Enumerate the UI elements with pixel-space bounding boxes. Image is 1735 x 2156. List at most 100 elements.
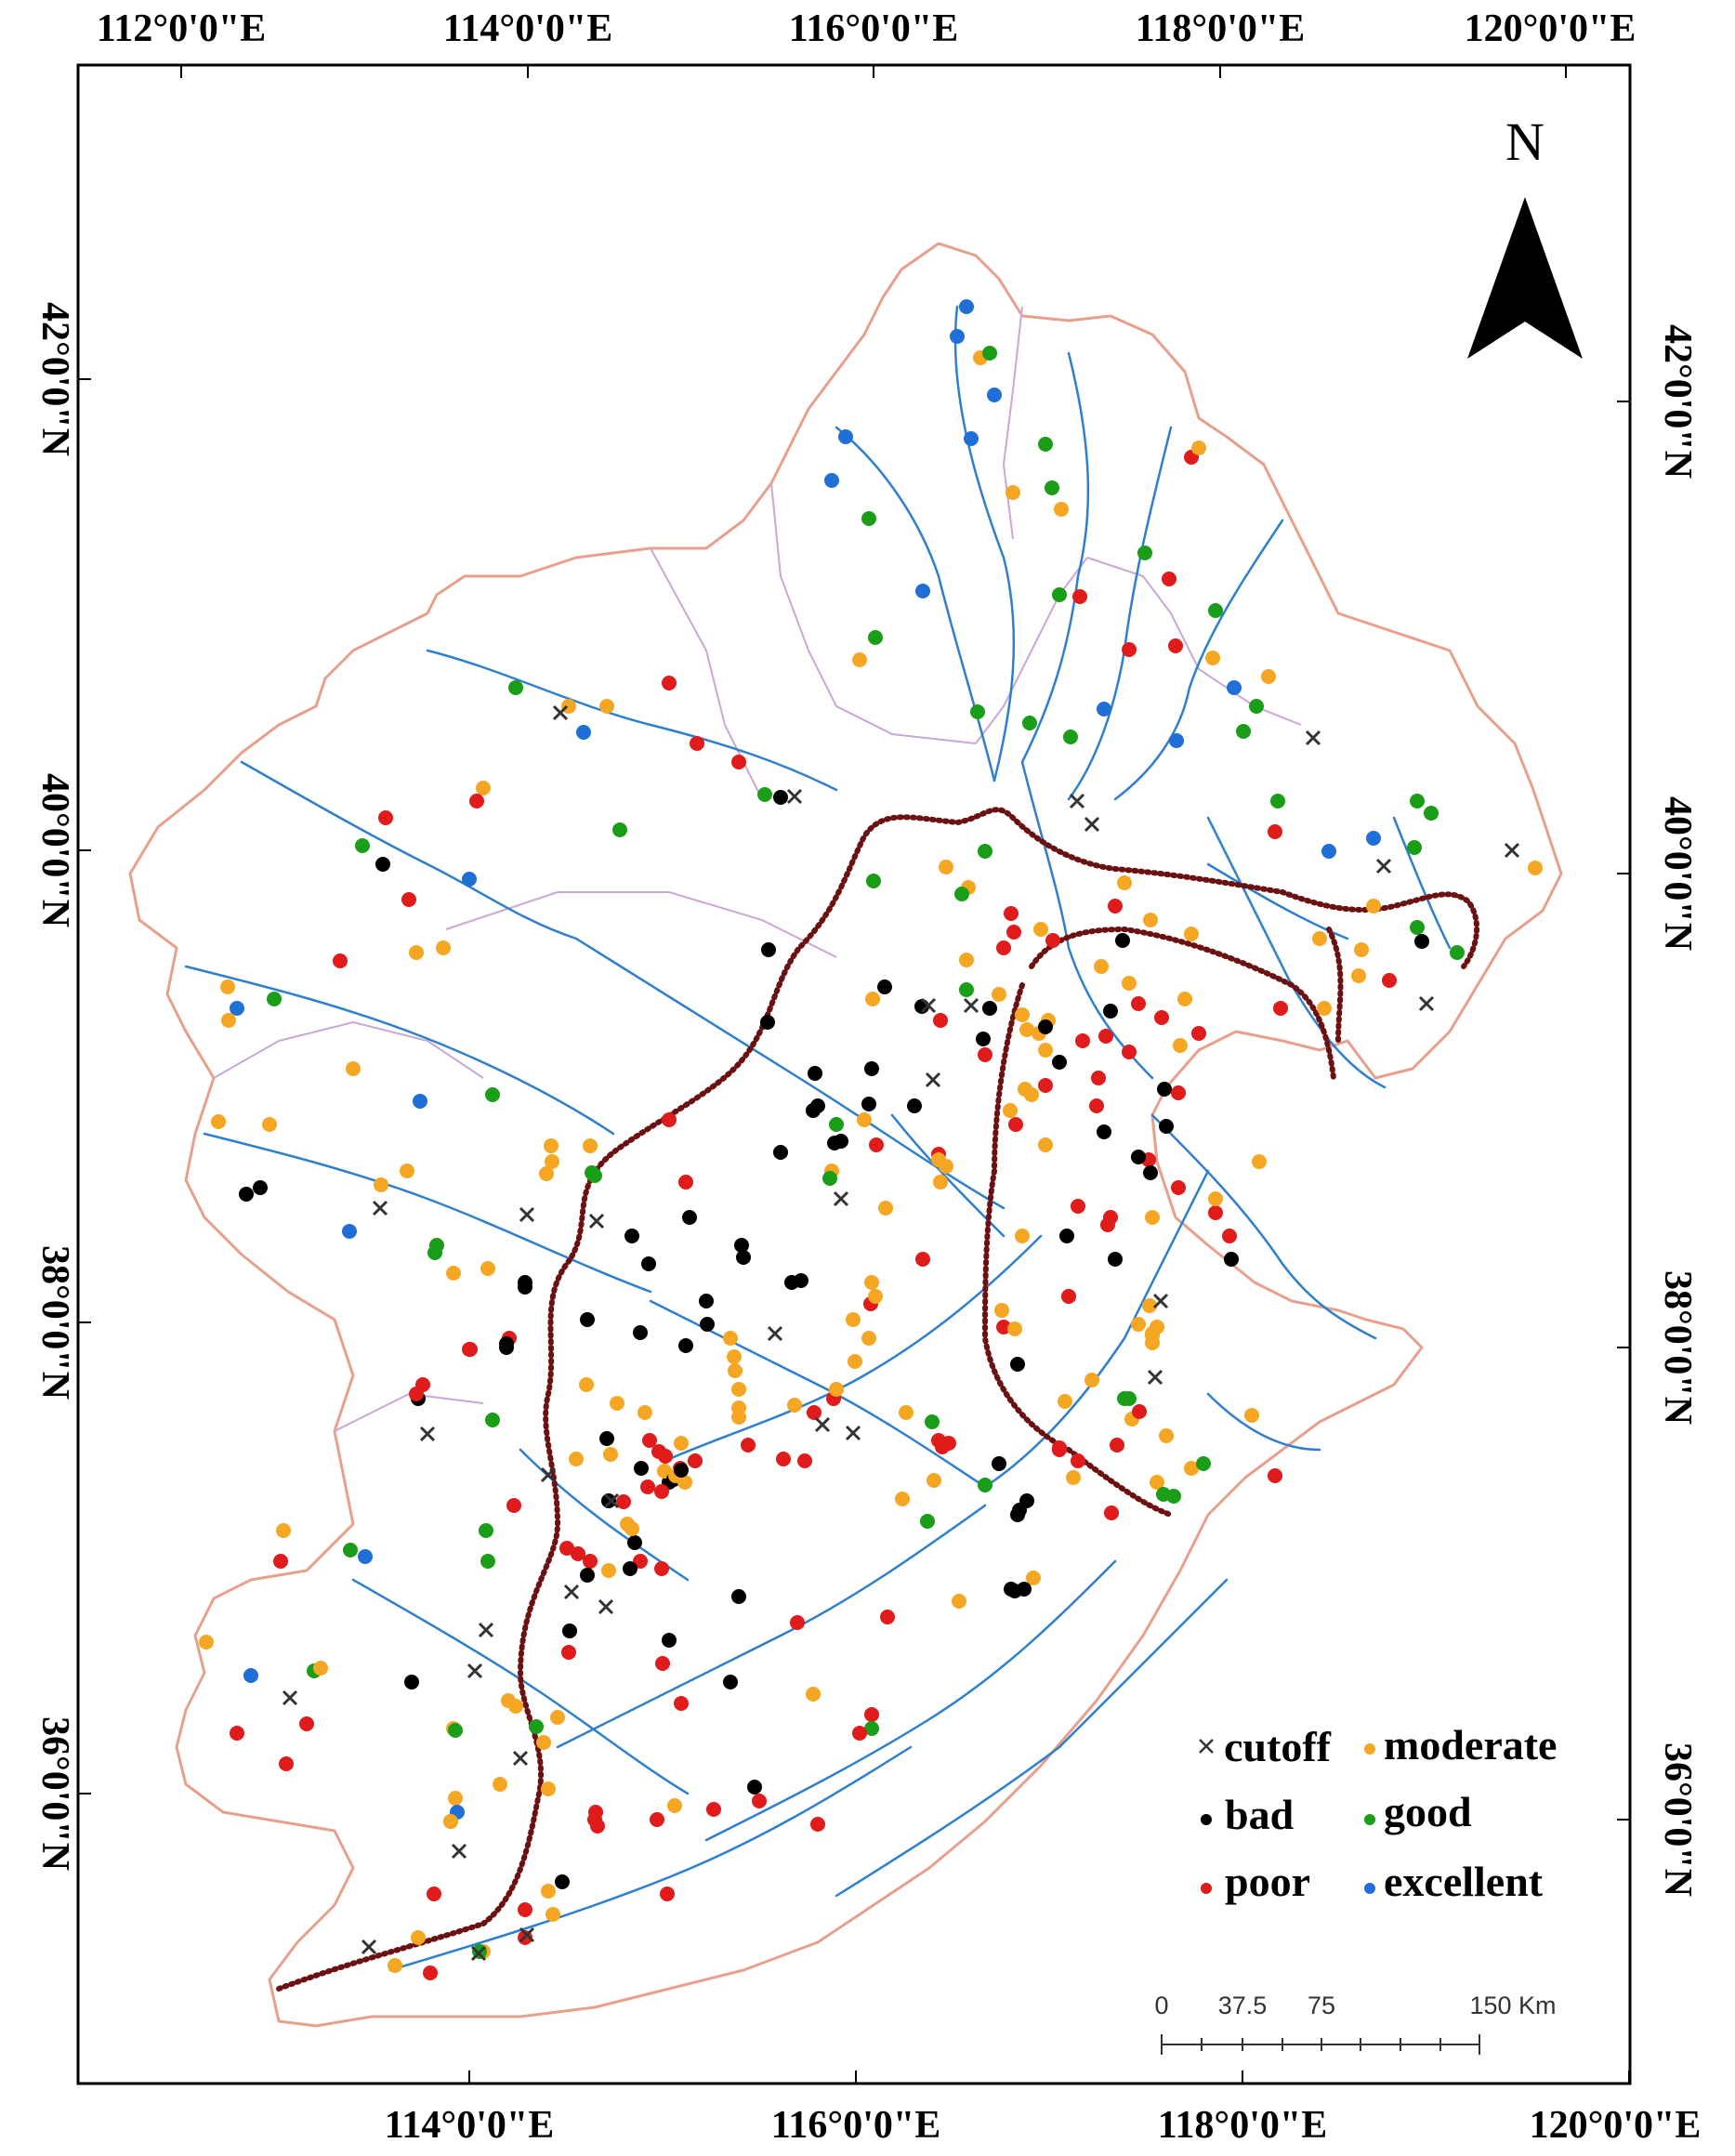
- site-good: [925, 1414, 940, 1429]
- site-good: [529, 1719, 544, 1734]
- site-moderate: [1142, 1298, 1157, 1313]
- site-moderate: [1184, 927, 1199, 941]
- site-poor: [469, 794, 484, 808]
- site-bad: [1224, 1252, 1239, 1267]
- site-good: [1249, 699, 1264, 714]
- site-good: [480, 1554, 495, 1569]
- site-poor: [655, 1656, 670, 1671]
- site-poor: [1222, 1229, 1237, 1243]
- site-poor: [654, 1561, 669, 1576]
- site-moderate: [878, 1201, 893, 1216]
- site-moderate: [1117, 875, 1132, 890]
- poor-legend-icon: [1201, 1883, 1212, 1894]
- site-bad: [907, 1098, 922, 1113]
- site-poor: [1004, 906, 1019, 921]
- site-bad: [773, 790, 788, 805]
- site-good: [1208, 603, 1223, 618]
- site-moderate: [541, 1884, 556, 1899]
- scale-bar-line: [1161, 2034, 1480, 2055]
- site-moderate: [1528, 861, 1543, 875]
- north-label: N: [1505, 112, 1544, 172]
- moderate-legend-icon: [1364, 1743, 1375, 1755]
- site-moderate: [346, 1061, 361, 1076]
- site-excellent: [576, 725, 591, 740]
- site-moderate: [1143, 913, 1158, 927]
- site-poor: [852, 1726, 867, 1741]
- site-excellent: [1321, 844, 1336, 859]
- site-poor: [1100, 1217, 1115, 1232]
- site-poor: [869, 1137, 884, 1152]
- site-poor: [807, 1405, 821, 1420]
- top-lon-label-116: 116°0'0"E: [789, 7, 958, 50]
- site-moderate: [1145, 1210, 1160, 1225]
- site-poor: [1122, 642, 1137, 657]
- site-poor: [378, 810, 393, 825]
- site-poor: [996, 1320, 1011, 1334]
- site-cutoff: [1147, 1369, 1163, 1386]
- site-moderate: [1261, 669, 1276, 684]
- site-poor: [1171, 1180, 1186, 1195]
- site-moderate: [1019, 1022, 1034, 1037]
- site-moderate: [899, 1405, 914, 1420]
- site-moderate: [603, 1447, 618, 1462]
- site-poor: [462, 1342, 477, 1357]
- site-cutoff: [540, 1466, 557, 1483]
- site-cutoff: [963, 997, 979, 1014]
- site-poor: [810, 1817, 825, 1832]
- site-bad: [562, 1624, 577, 1638]
- site-good: [829, 1117, 844, 1132]
- site-bad: [623, 1561, 637, 1576]
- left-lat-label-36: 36°0'0"N: [33, 1716, 76, 1871]
- excellent-legend-icon: [1364, 1883, 1375, 1894]
- cutoff-markers: [282, 704, 1520, 1962]
- site-bad: [253, 1180, 268, 1195]
- site-bad: [773, 1145, 788, 1160]
- legend: cutoff moderate bad good poor excellent: [1199, 1721, 1557, 1905]
- site-cutoff: [478, 1622, 494, 1638]
- site-bad: [518, 1280, 532, 1295]
- site-moderate: [1205, 651, 1220, 665]
- site-cutoff: [845, 1425, 861, 1441]
- site-poor: [650, 1812, 664, 1827]
- site-poor: [273, 1554, 288, 1569]
- site-poor: [797, 1453, 812, 1468]
- site-bad: [834, 1134, 848, 1149]
- site-poor: [662, 676, 677, 690]
- site-good: [866, 874, 881, 888]
- site-cutoff: [920, 997, 937, 1014]
- site-poor: [1268, 824, 1282, 839]
- site-cutoff: [1305, 730, 1321, 746]
- site-moderate: [579, 1377, 594, 1392]
- site-good: [267, 992, 282, 1006]
- site-good: [485, 1413, 500, 1427]
- site-cutoff: [767, 1325, 783, 1342]
- north-arrow-icon: [1467, 197, 1583, 359]
- site-moderate: [539, 1166, 554, 1181]
- site-good: [822, 1171, 837, 1186]
- site-moderate: [994, 1303, 1009, 1318]
- site-poor: [1091, 1071, 1106, 1085]
- site-bad: [375, 857, 390, 872]
- site-bad: [682, 1210, 697, 1225]
- site-poor: [1108, 899, 1123, 914]
- site-poor: [583, 1554, 598, 1569]
- site-good: [448, 1723, 463, 1738]
- site-cutoff: [598, 1598, 614, 1615]
- site-excellent: [1227, 680, 1242, 695]
- site-excellent: [358, 1549, 373, 1564]
- site-bad: [624, 1229, 639, 1243]
- site-poor: [933, 1013, 948, 1028]
- site-bad: [641, 1256, 656, 1271]
- site-good: [1410, 794, 1425, 808]
- legend-label-cutoff: cutoff: [1224, 1723, 1332, 1770]
- site-bad: [761, 942, 776, 957]
- site-moderate: [1159, 1428, 1174, 1443]
- site-poor: [1072, 589, 1087, 604]
- site-good: [1052, 587, 1067, 602]
- site-bad: [1131, 1150, 1146, 1164]
- site-cutoff: [372, 1200, 388, 1216]
- site-good: [970, 704, 985, 719]
- site-good: [1424, 806, 1439, 821]
- site-poor: [571, 1546, 585, 1561]
- legend-label-bad: bad: [1225, 1791, 1295, 1838]
